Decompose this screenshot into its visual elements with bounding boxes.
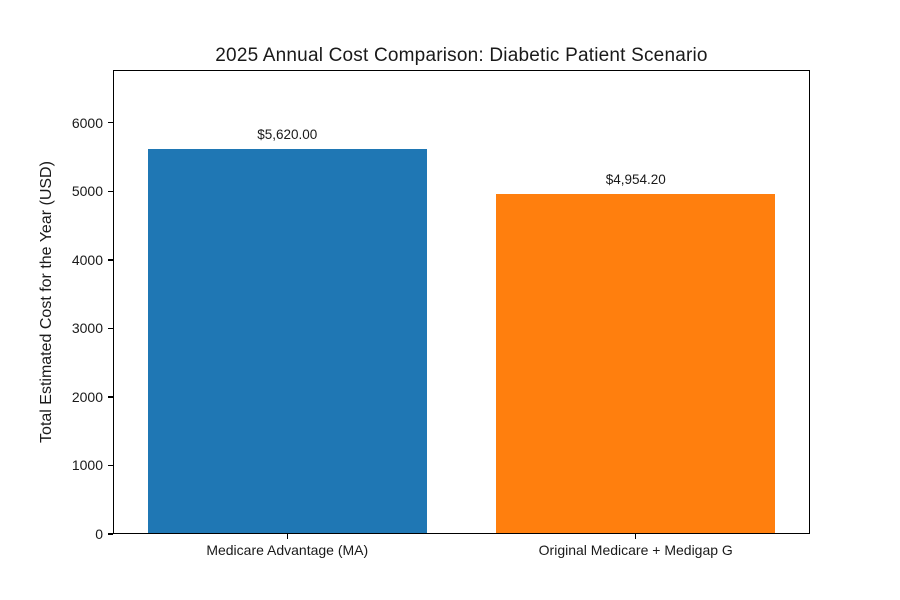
y-tick-mark <box>108 396 113 398</box>
y-tick-label: 3000 <box>71 320 103 337</box>
y-tick-label: 1000 <box>71 457 103 474</box>
y-tick-mark <box>108 190 113 192</box>
x-tick-label: Original Medicare + Medigap G <box>538 542 733 558</box>
y-tick-label: 0 <box>95 526 103 542</box>
bar-value-label: $5,620.00 <box>257 126 318 142</box>
x-tick-mark <box>635 534 637 539</box>
y-tick-label: 4000 <box>71 251 103 268</box>
y-tick-mark <box>108 122 113 124</box>
y-tick-mark <box>108 533 113 535</box>
bar-1 <box>147 148 427 534</box>
y-tick-label: 6000 <box>71 114 103 131</box>
x-tick-mark <box>286 534 288 539</box>
y-tick-label: 2000 <box>71 388 103 405</box>
y-tick-mark <box>108 259 113 261</box>
y-axis-label: Total Estimated Cost for the Year (USD) <box>38 161 55 443</box>
y-tick-label: 5000 <box>71 183 103 200</box>
y-tick-mark <box>108 327 113 330</box>
plot-area: $5,620.00 $4,954.20 <box>113 70 810 534</box>
x-tick-label: Medicare Advantage (MA) <box>206 542 369 558</box>
bar-value-label: $4,954.20 <box>605 172 666 188</box>
bar-2 <box>496 194 776 534</box>
y-tick-mark <box>108 464 113 467</box>
chart-title: 2025 Annual Cost Comparison: Diabetic Pa… <box>215 45 708 66</box>
